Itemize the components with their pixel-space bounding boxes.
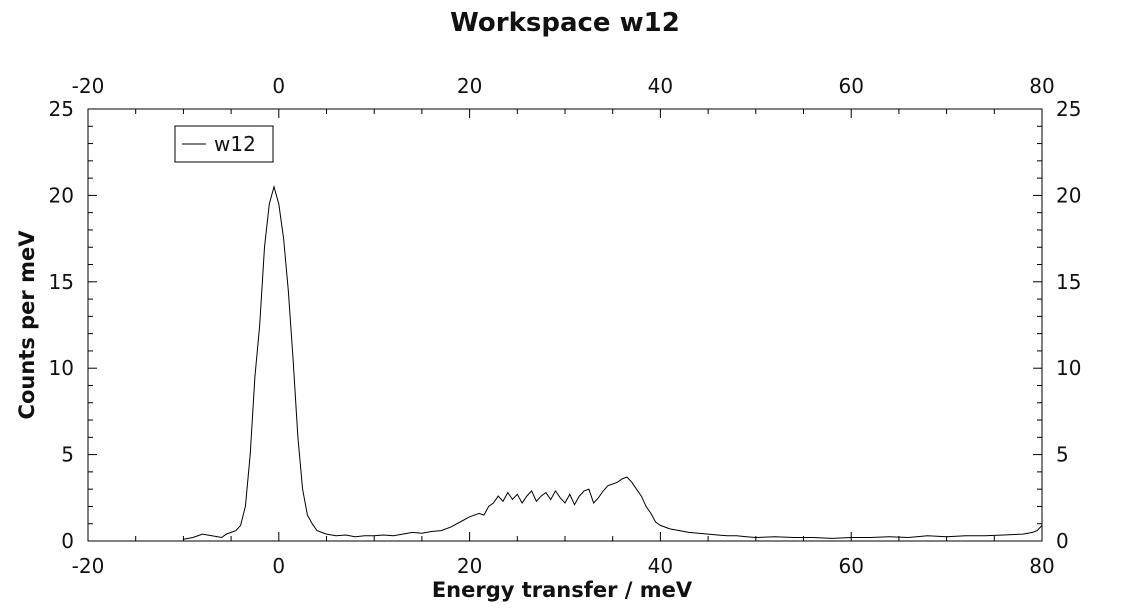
y-tick-label-right: 20 — [1056, 183, 1081, 207]
x-tick-label-bottom: 0 — [272, 554, 285, 578]
y-tick-label-left: 15 — [49, 270, 74, 294]
y-tick-label-left: 0 — [61, 529, 74, 553]
x-tick-label-bottom: 20 — [457, 554, 482, 578]
legend: w12 — [174, 125, 274, 163]
y-tick-label-right: 0 — [1056, 529, 1069, 553]
y-tick-label-right: 10 — [1056, 356, 1081, 380]
x-tick-label-bottom: 60 — [838, 554, 863, 578]
x-tick-label-top: 60 — [838, 74, 863, 98]
y-tick-label-right: 15 — [1056, 270, 1081, 294]
legend-label: w12 — [214, 132, 256, 156]
y-tick-label-right: 25 — [1056, 97, 1081, 121]
y-tick-label-left: 20 — [49, 183, 74, 207]
y-tick-label-left: 25 — [49, 97, 74, 121]
y-tick-label-left: 10 — [49, 356, 74, 380]
x-tick-label-bottom: 80 — [1029, 554, 1054, 578]
plot-frame — [87, 108, 1043, 542]
y-tick-label-left: 5 — [61, 443, 74, 467]
x-tick-label-top: 40 — [648, 74, 673, 98]
x-tick-label-top: 80 — [1029, 74, 1054, 98]
x-tick-label-bottom: -20 — [72, 554, 105, 578]
x-tick-label-top: -20 — [72, 74, 105, 98]
y-tick-label-right: 5 — [1056, 443, 1069, 467]
series-line-w12 — [183, 184, 1043, 540]
axis-ticks — [87, 108, 1043, 542]
chart-title: Workspace w12 — [450, 8, 680, 38]
x-tick-label-top: 20 — [457, 74, 482, 98]
x-tick-label-top: 0 — [272, 74, 285, 98]
y-axis-label: Counts per meV — [15, 230, 39, 420]
x-axis-label: Energy transfer / meV — [432, 578, 693, 602]
x-tick-label-bottom: 40 — [648, 554, 673, 578]
